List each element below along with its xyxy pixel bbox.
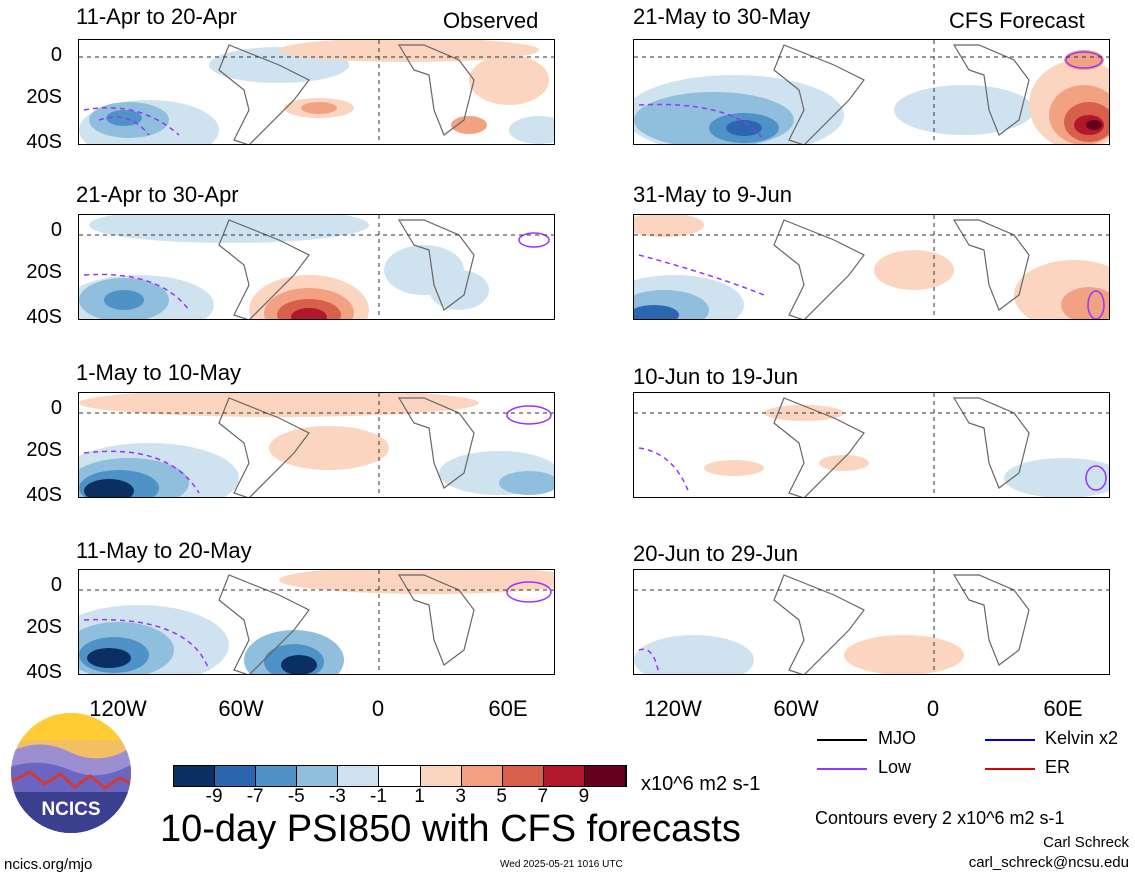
map-panel <box>78 569 555 675</box>
low-legend-line <box>817 768 867 770</box>
colorbar-cell <box>461 766 503 786</box>
colorbar-tick-label: -7 <box>246 786 264 807</box>
y-tick-label: 0 <box>50 574 62 596</box>
x-tick-label: 120W <box>89 696 147 721</box>
colorbar-tick-label: -3 <box>328 786 346 807</box>
map-panel <box>78 39 555 145</box>
colorbar-tick-label: 9 <box>578 786 590 807</box>
x-tick-label: 120W <box>644 696 702 721</box>
colorbar-cell <box>338 766 380 786</box>
site-url: ncics.org/mjo <box>4 856 93 873</box>
y-tick-label: 0 <box>50 44 62 66</box>
colorbar-tick-label: 1 <box>414 786 425 807</box>
panel-title: 21-Apr to 30-Apr <box>76 182 239 207</box>
email: carl_schreck@ncsu.edu <box>968 854 1129 871</box>
mjo-legend-line <box>817 739 867 741</box>
panel-title: 11-Apr to 20-Apr <box>76 4 238 29</box>
panel-title: 1-May to 10-May <box>76 360 242 385</box>
colorbar-cell <box>543 766 585 786</box>
y-tick-label: 40S <box>26 306 62 328</box>
colorbar-cell <box>420 766 462 786</box>
low-legend-label: Low <box>878 757 912 777</box>
kelvin-legend-line <box>985 739 1035 741</box>
y-tick-label: 20S <box>26 86 62 108</box>
panel-title: 10-Jun to 19-Jun <box>633 364 799 389</box>
x-tick-label: 60E <box>1043 696 1083 721</box>
x-tick-label: 0 <box>926 696 940 721</box>
ncics-logo: NCICS <box>10 712 132 834</box>
kelvin-legend-label: Kelvin x2 <box>1045 728 1119 748</box>
colorbar-cell <box>297 766 339 786</box>
y-tick-label: 40S <box>26 131 62 153</box>
y-tick-label: 0 <box>50 397 62 419</box>
forecast-label: CFS Forecast <box>949 8 1085 33</box>
x-tick-label: 60W <box>218 696 264 721</box>
timestamp: Wed 2025-05-21 1016 UTC <box>500 859 623 870</box>
map-panel <box>633 392 1110 498</box>
main-title: 10-day PSI850 with CFS forecasts <box>160 808 741 850</box>
y-tick-label: 20S <box>26 616 62 638</box>
mjo-legend-label: MJO <box>878 728 916 748</box>
map-panel <box>633 39 1110 145</box>
panel-title: 21-May to 30-May <box>633 4 811 29</box>
x-tick-label: 60E <box>488 696 528 721</box>
colorbar-cell <box>256 766 298 786</box>
y-tick-label: 20S <box>26 439 62 461</box>
colorbar-cell <box>502 766 544 786</box>
colorbar-tick-label: -1 <box>370 786 387 807</box>
colorbar-cell <box>174 766 216 786</box>
colorbar-tick-label: 7 <box>537 786 549 807</box>
observed-label: Observed <box>443 8 539 33</box>
colorbar-cell <box>215 766 257 786</box>
colorbar-cell <box>584 766 626 786</box>
er-legend-label: ER <box>1045 757 1071 777</box>
colorbar-cell <box>379 766 421 786</box>
map-panel <box>78 392 555 498</box>
colorbar-tick-label: 5 <box>496 786 507 807</box>
y-tick-label: 40S <box>26 661 62 683</box>
x-tick-label: 60W <box>773 696 819 721</box>
panel-title: 31-May to 9-Jun <box>633 182 792 207</box>
x-tick-label: 0 <box>371 696 385 721</box>
y-tick-label: 20S <box>26 261 62 283</box>
author: Carl Schreck <box>1043 834 1129 851</box>
map-panel <box>633 214 1110 320</box>
colorbar <box>173 765 627 787</box>
contours-note: Contours every 2 x10^6 m2 s-1 <box>815 808 1065 828</box>
map-panel <box>633 569 1110 675</box>
map-panel <box>78 214 555 320</box>
colorbar-units: x10^6 m2 s-1 <box>641 773 761 795</box>
y-tick-label: 40S <box>26 484 62 506</box>
y-tick-label: 0 <box>50 219 62 241</box>
panel-title: 20-Jun to 29-Jun <box>633 541 799 566</box>
panel-title: 11-May to 20-May <box>76 538 252 563</box>
er-legend-line <box>985 768 1035 770</box>
colorbar-tick-label: 3 <box>455 786 466 807</box>
colorbar-tick-label: -5 <box>287 786 305 807</box>
colorbar-tick-label: -9 <box>205 786 223 807</box>
logo-text: NCICS <box>41 799 100 820</box>
